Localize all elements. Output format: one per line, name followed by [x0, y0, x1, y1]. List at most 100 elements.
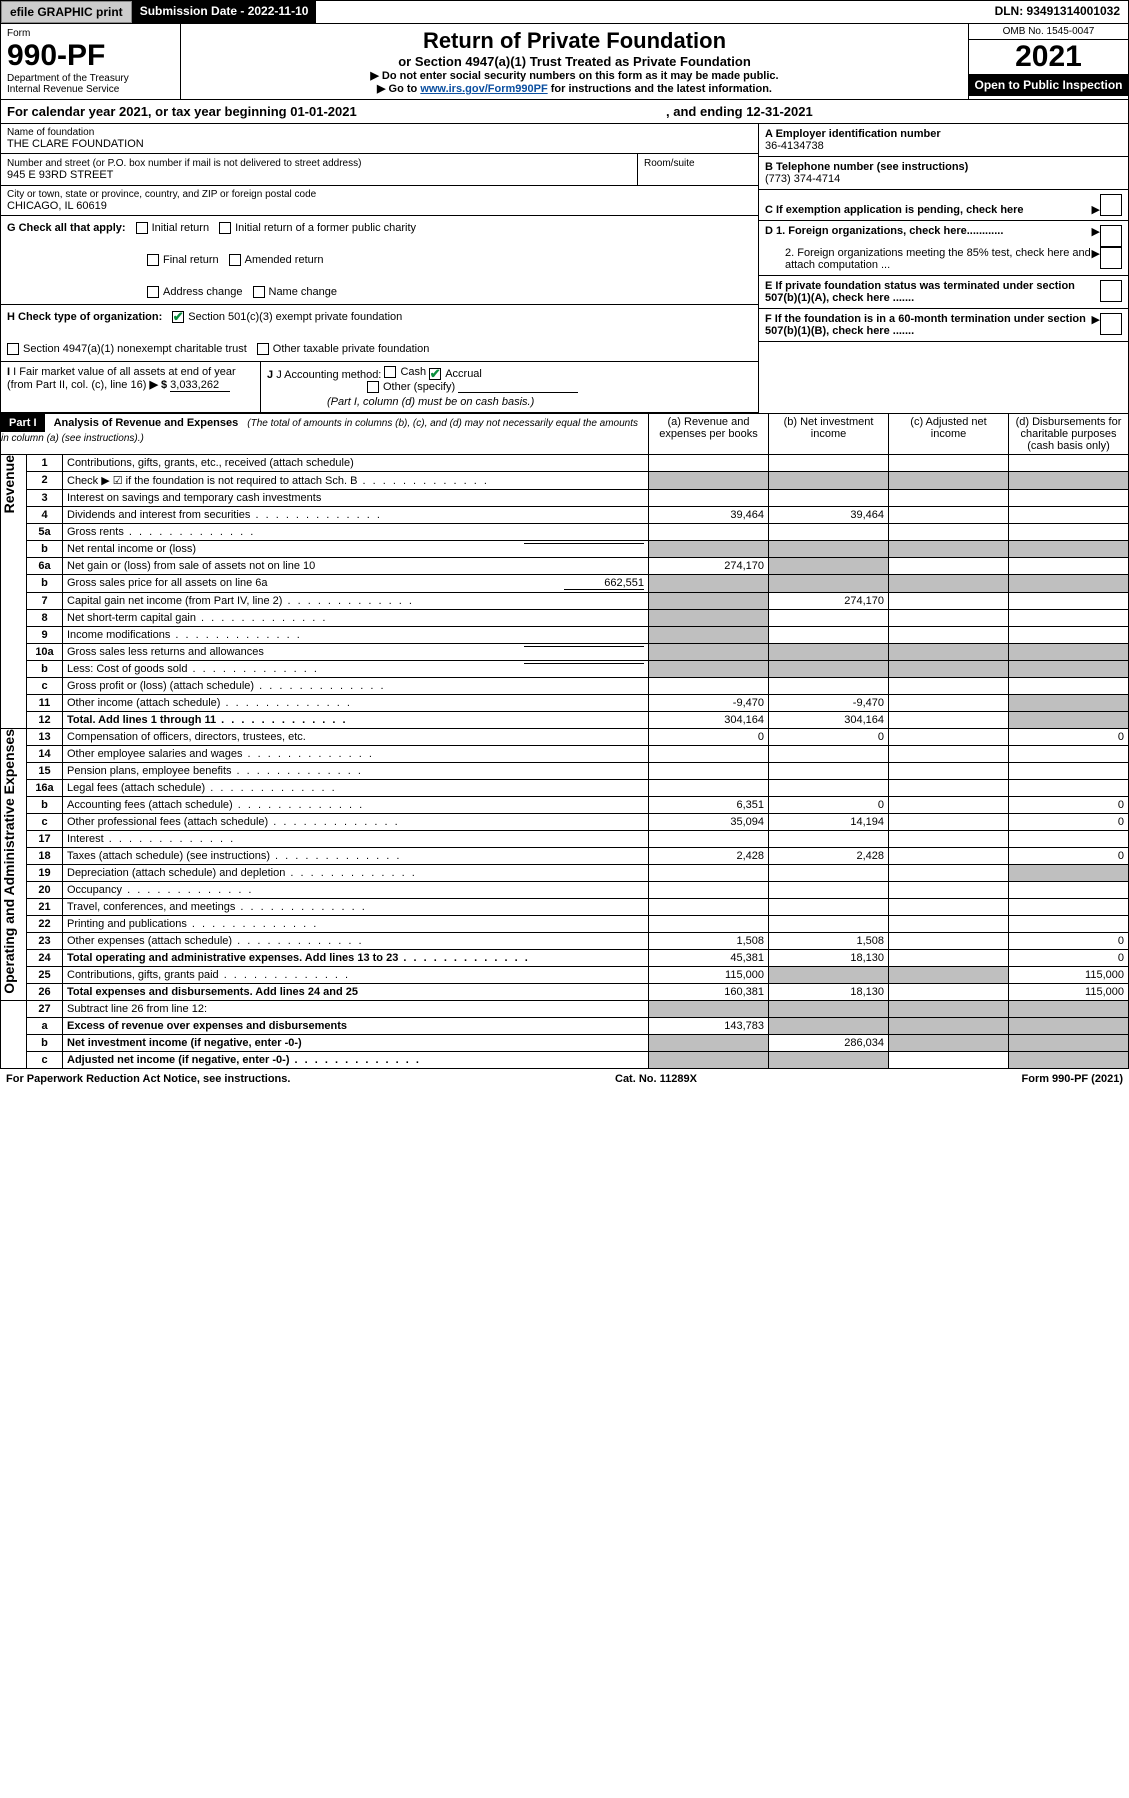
phone-row: B Telephone number (see instructions) (7…	[759, 157, 1128, 190]
line-desc: Printing and publications	[63, 916, 649, 933]
value-cell	[649, 472, 769, 490]
h-check-row: H Check type of organization: Section 50…	[1, 305, 758, 362]
line-number: 13	[27, 729, 63, 746]
table-row: 2Check ▶ ☑ if the foundation is not requ…	[1, 472, 1129, 490]
dln: DLN: 93491314001032	[987, 1, 1128, 23]
value-cell	[1009, 575, 1129, 593]
table-row: aExcess of revenue over expenses and dis…	[1, 1018, 1129, 1035]
g-check-row: G Check all that apply: Initial return I…	[1, 216, 758, 305]
value-cell	[649, 644, 769, 661]
form990pf-link[interactable]: www.irs.gov/Form990PF	[420, 83, 547, 95]
table-row: 14Other employee salaries and wages	[1, 746, 1129, 763]
value-cell: 1,508	[649, 933, 769, 950]
goto-note: ▶ Go to www.irs.gov/Form990PF for instru…	[187, 82, 962, 95]
irs-label: Internal Revenue Service	[7, 84, 174, 95]
i-label: I	[7, 366, 10, 378]
chk-initial-return[interactable]: Initial return	[136, 222, 209, 234]
value-cell: 115,000	[1009, 984, 1129, 1001]
chk-name-change[interactable]: Name change	[253, 286, 338, 298]
line-desc: Compensation of officers, directors, tru…	[63, 729, 649, 746]
value-cell	[889, 916, 1009, 933]
value-cell	[649, 661, 769, 678]
chk-accrual[interactable]: Accrual	[429, 368, 482, 380]
calyear-begin: For calendar year 2021, or tax year begi…	[7, 104, 357, 119]
line-desc: Other income (attach schedule)	[63, 695, 649, 712]
table-row: 12Total. Add lines 1 through 11304,16430…	[1, 712, 1129, 729]
value-cell	[889, 950, 1009, 967]
chk-d2[interactable]	[1100, 247, 1122, 269]
line-number: c	[27, 678, 63, 695]
value-cell	[769, 916, 889, 933]
chk-cash[interactable]: Cash	[384, 366, 426, 378]
value-cell: 304,164	[649, 712, 769, 729]
value-cell	[889, 831, 1009, 848]
line-number: b	[27, 661, 63, 678]
line-number: 10a	[27, 644, 63, 661]
chk-other-taxable[interactable]: Other taxable private foundation	[257, 343, 430, 355]
expenses-label: Operating and Administrative Expenses	[1, 729, 17, 994]
value-cell: 18,130	[769, 984, 889, 1001]
chk-e[interactable]	[1100, 280, 1122, 302]
table-row: bLess: Cost of goods sold	[1, 661, 1129, 678]
efile-print-btn[interactable]: efile GRAPHIC print	[1, 1, 132, 23]
value-cell	[1009, 541, 1129, 558]
value-cell	[889, 593, 1009, 610]
table-row: 7Capital gain net income (from Part IV, …	[1, 593, 1129, 610]
value-cell	[1009, 1001, 1129, 1018]
c-row: C If exemption application is pending, c…	[759, 190, 1128, 221]
value-cell	[649, 490, 769, 507]
line-desc: Other expenses (attach schedule)	[63, 933, 649, 950]
value-cell: 0	[1009, 950, 1129, 967]
line-number: 17	[27, 831, 63, 848]
line-number: 1	[27, 455, 63, 472]
table-row: 26Total expenses and disbursements. Add …	[1, 984, 1129, 1001]
value-cell	[889, 1052, 1009, 1069]
value-cell	[889, 644, 1009, 661]
open-public: Open to Public Inspection	[969, 74, 1128, 96]
line-number: 22	[27, 916, 63, 933]
chk-d1[interactable]	[1100, 225, 1122, 247]
value-cell: 0	[1009, 848, 1129, 865]
value-cell	[889, 746, 1009, 763]
table-row: 17Interest	[1, 831, 1129, 848]
value-cell	[889, 524, 1009, 541]
chk-501c3[interactable]: Section 501(c)(3) exempt private foundat…	[172, 311, 402, 323]
line-number: 6a	[27, 558, 63, 575]
chk-other-method[interactable]: Other (specify)	[367, 381, 455, 393]
table-row: 10aGross sales less returns and allowanc…	[1, 644, 1129, 661]
d-row: D 1. Foreign organizations, check here..…	[759, 221, 1128, 276]
line-desc: Other employee salaries and wages	[63, 746, 649, 763]
title-block: Return of Private Foundation or Section …	[181, 24, 968, 99]
chk-c[interactable]	[1100, 194, 1122, 216]
value-cell	[1009, 524, 1129, 541]
value-cell	[889, 678, 1009, 695]
name-cell: Name of foundation THE CLARE FOUNDATION	[1, 124, 758, 154]
line-desc: Taxes (attach schedule) (see instruction…	[63, 848, 649, 865]
chk-initial-former[interactable]: Initial return of a former public charit…	[219, 222, 416, 234]
line-number: b	[27, 541, 63, 558]
value-cell	[649, 882, 769, 899]
table-row: 15Pension plans, employee benefits	[1, 763, 1129, 780]
value-cell	[769, 627, 889, 644]
line-number: 24	[27, 950, 63, 967]
table-row: bNet rental income or (loss)	[1, 541, 1129, 558]
table-row: bAccounting fees (attach schedule)6,3510…	[1, 797, 1129, 814]
chk-final-return[interactable]: Final return	[147, 254, 219, 266]
calyear-end: , and ending 12-31-2021	[666, 104, 813, 119]
line-desc: Gross profit or (loss) (attach schedule)	[63, 678, 649, 695]
line-number: 2	[27, 472, 63, 490]
value-cell: 143,783	[649, 1018, 769, 1035]
value-cell	[769, 490, 889, 507]
chk-f[interactable]	[1100, 313, 1122, 335]
line-desc: Travel, conferences, and meetings	[63, 899, 649, 916]
line-desc: Gross sales less returns and allowances	[63, 644, 649, 661]
topbar: efile GRAPHIC print Submission Date - 20…	[0, 0, 1129, 24]
chk-amended[interactable]: Amended return	[229, 254, 324, 266]
revenue-label: Revenue	[1, 455, 17, 513]
chk-4947a1[interactable]: Section 4947(a)(1) nonexempt charitable …	[7, 343, 247, 355]
value-cell	[1009, 916, 1129, 933]
table-row: 27Subtract line 26 from line 12:	[1, 1001, 1129, 1018]
chk-address-change[interactable]: Address change	[147, 286, 243, 298]
line-number: 15	[27, 763, 63, 780]
value-cell	[889, 933, 1009, 950]
